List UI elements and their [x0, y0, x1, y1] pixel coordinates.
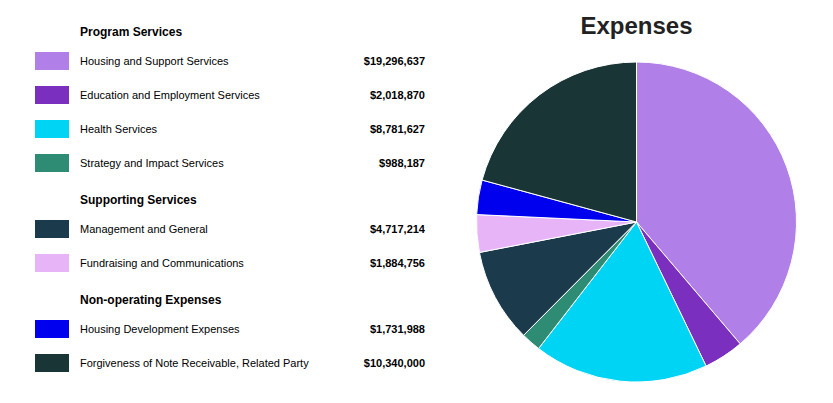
- legend-swatch: [35, 254, 69, 272]
- legend-group-header: Non-operating Expenses: [80, 293, 222, 307]
- legend-amount: $10,340,000: [364, 357, 425, 369]
- legend-label: Housing Development Expenses: [80, 323, 240, 335]
- legend-group-header: Supporting Services: [80, 193, 197, 207]
- legend-amount: $988,187: [379, 157, 425, 169]
- legend-label: Housing and Support Services: [80, 55, 229, 67]
- legend-swatch: [35, 86, 69, 104]
- chart-container: Expenses Program Services Housing and Supp…: [0, 0, 833, 403]
- legend-amount: $1,884,756: [370, 257, 425, 269]
- legend-swatch: [35, 320, 69, 338]
- chart: Expenses Program Services Housing and Supp…: [0, 0, 833, 403]
- legend-swatch: [35, 154, 69, 172]
- pie-slice: [482, 62, 636, 222]
- legend-label: Fundraising and Communications: [80, 257, 244, 269]
- legend-amount: $4,717,214: [370, 223, 426, 235]
- title: Expenses: [580, 12, 692, 39]
- legend-label: Strategy and Impact Services: [80, 157, 224, 169]
- legend-amount: $1,731,988: [370, 323, 425, 335]
- legend-label: Health Services: [80, 123, 158, 135]
- legend-group-header: Program Services: [80, 25, 182, 39]
- legend-amount: $19,296,637: [364, 55, 425, 67]
- legend-swatch: [35, 354, 69, 372]
- legend-amount: $2,018,870: [370, 89, 425, 101]
- legend-label: Forgiveness of Note Receivable, Related …: [80, 357, 309, 369]
- legend-label: Management and General: [80, 223, 208, 235]
- legend-swatch: [35, 52, 69, 70]
- page: {"chart_data": { "type": "pie", "title":…: [0, 0, 833, 403]
- legend-label: Education and Employment Services: [80, 89, 260, 101]
- legend: Program Services Housing and Support Serv…: [35, 25, 426, 372]
- pie: [477, 62, 797, 382]
- legend-swatch: [35, 220, 69, 238]
- legend-amount: $8,781,627: [370, 123, 425, 135]
- legend-swatch: [35, 120, 69, 138]
